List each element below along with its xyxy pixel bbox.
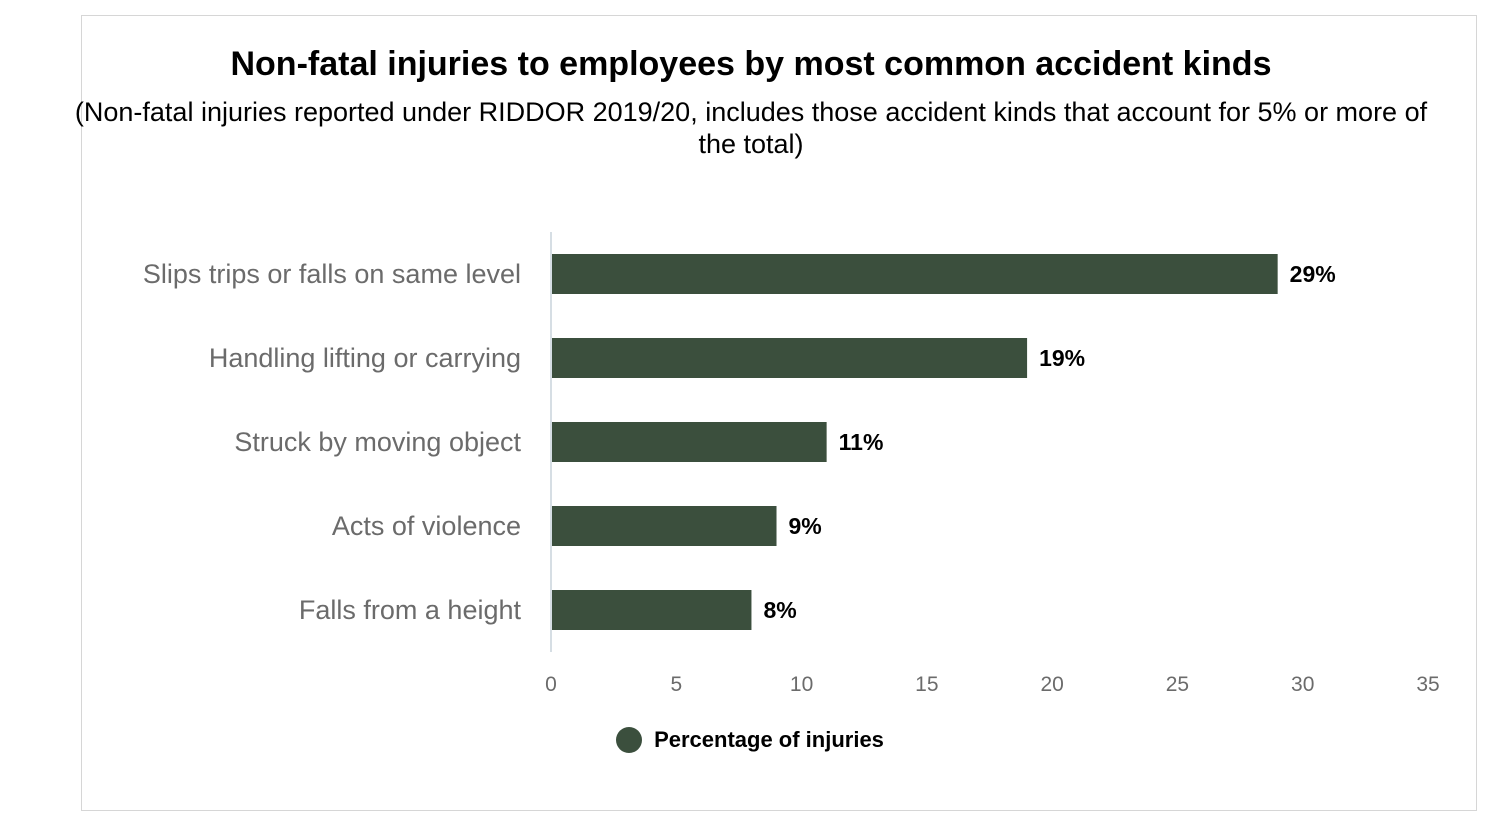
x-tick-label: 0 [545,673,557,696]
x-tick-label: 30 [1291,673,1314,696]
bar [552,506,777,546]
category-label: Struck by moving object [234,427,521,457]
chart-subtitle: (Non-fatal injuries reported under RIDDO… [74,97,1428,159]
bar [552,590,752,630]
data-labels-layer: 29% 19% 11% 9% 8% [763,261,1335,623]
data-label: 11% [839,429,884,455]
legend-label: Percentage of injuries [654,727,884,752]
legend: Percentage of injuries [0,727,1480,753]
data-label: 8% [763,597,796,623]
category-label: Slips trips or falls on same level [143,259,521,289]
category-label: Falls from a height [299,595,522,625]
bars-layer [552,254,1278,630]
data-label: 19% [1039,345,1085,371]
bar [552,254,1278,294]
bar [552,422,827,462]
x-tick-label: 25 [1166,673,1189,696]
chart-title: Non-fatal injuries to employees by most … [230,45,1272,83]
category-label: Handling lifting or carrying [209,343,521,373]
category-labels-layer: Slips trips or falls on same level Handli… [143,259,522,625]
legend-swatch [616,727,643,753]
chart-frame [81,15,1477,811]
category-label: Acts of violence [332,511,521,541]
x-tick-label: 35 [1416,673,1439,696]
data-label: 29% [1290,261,1336,287]
x-tick-label: 10 [790,673,813,696]
bar [552,338,1028,378]
data-label: 9% [789,513,822,539]
x-tick-label: 20 [1040,673,1063,696]
x-axis-ticks-layer: 0 5 10 15 20 25 30 35 [545,673,1440,696]
x-tick-label: 5 [670,673,682,696]
x-tick-label: 15 [915,673,938,696]
